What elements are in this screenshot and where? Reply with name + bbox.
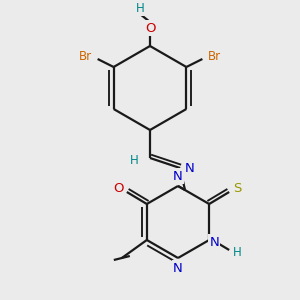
Text: Br: Br xyxy=(79,50,92,62)
Text: H: H xyxy=(233,245,242,259)
Text: O: O xyxy=(114,182,124,194)
Text: N: N xyxy=(209,236,219,248)
Text: H: H xyxy=(136,2,144,14)
Text: O: O xyxy=(145,22,155,34)
Text: N: N xyxy=(173,169,183,182)
Text: S: S xyxy=(233,182,242,194)
Text: N: N xyxy=(185,161,195,175)
Text: N: N xyxy=(173,262,183,275)
Text: Br: Br xyxy=(208,50,221,62)
Text: H: H xyxy=(130,154,138,166)
